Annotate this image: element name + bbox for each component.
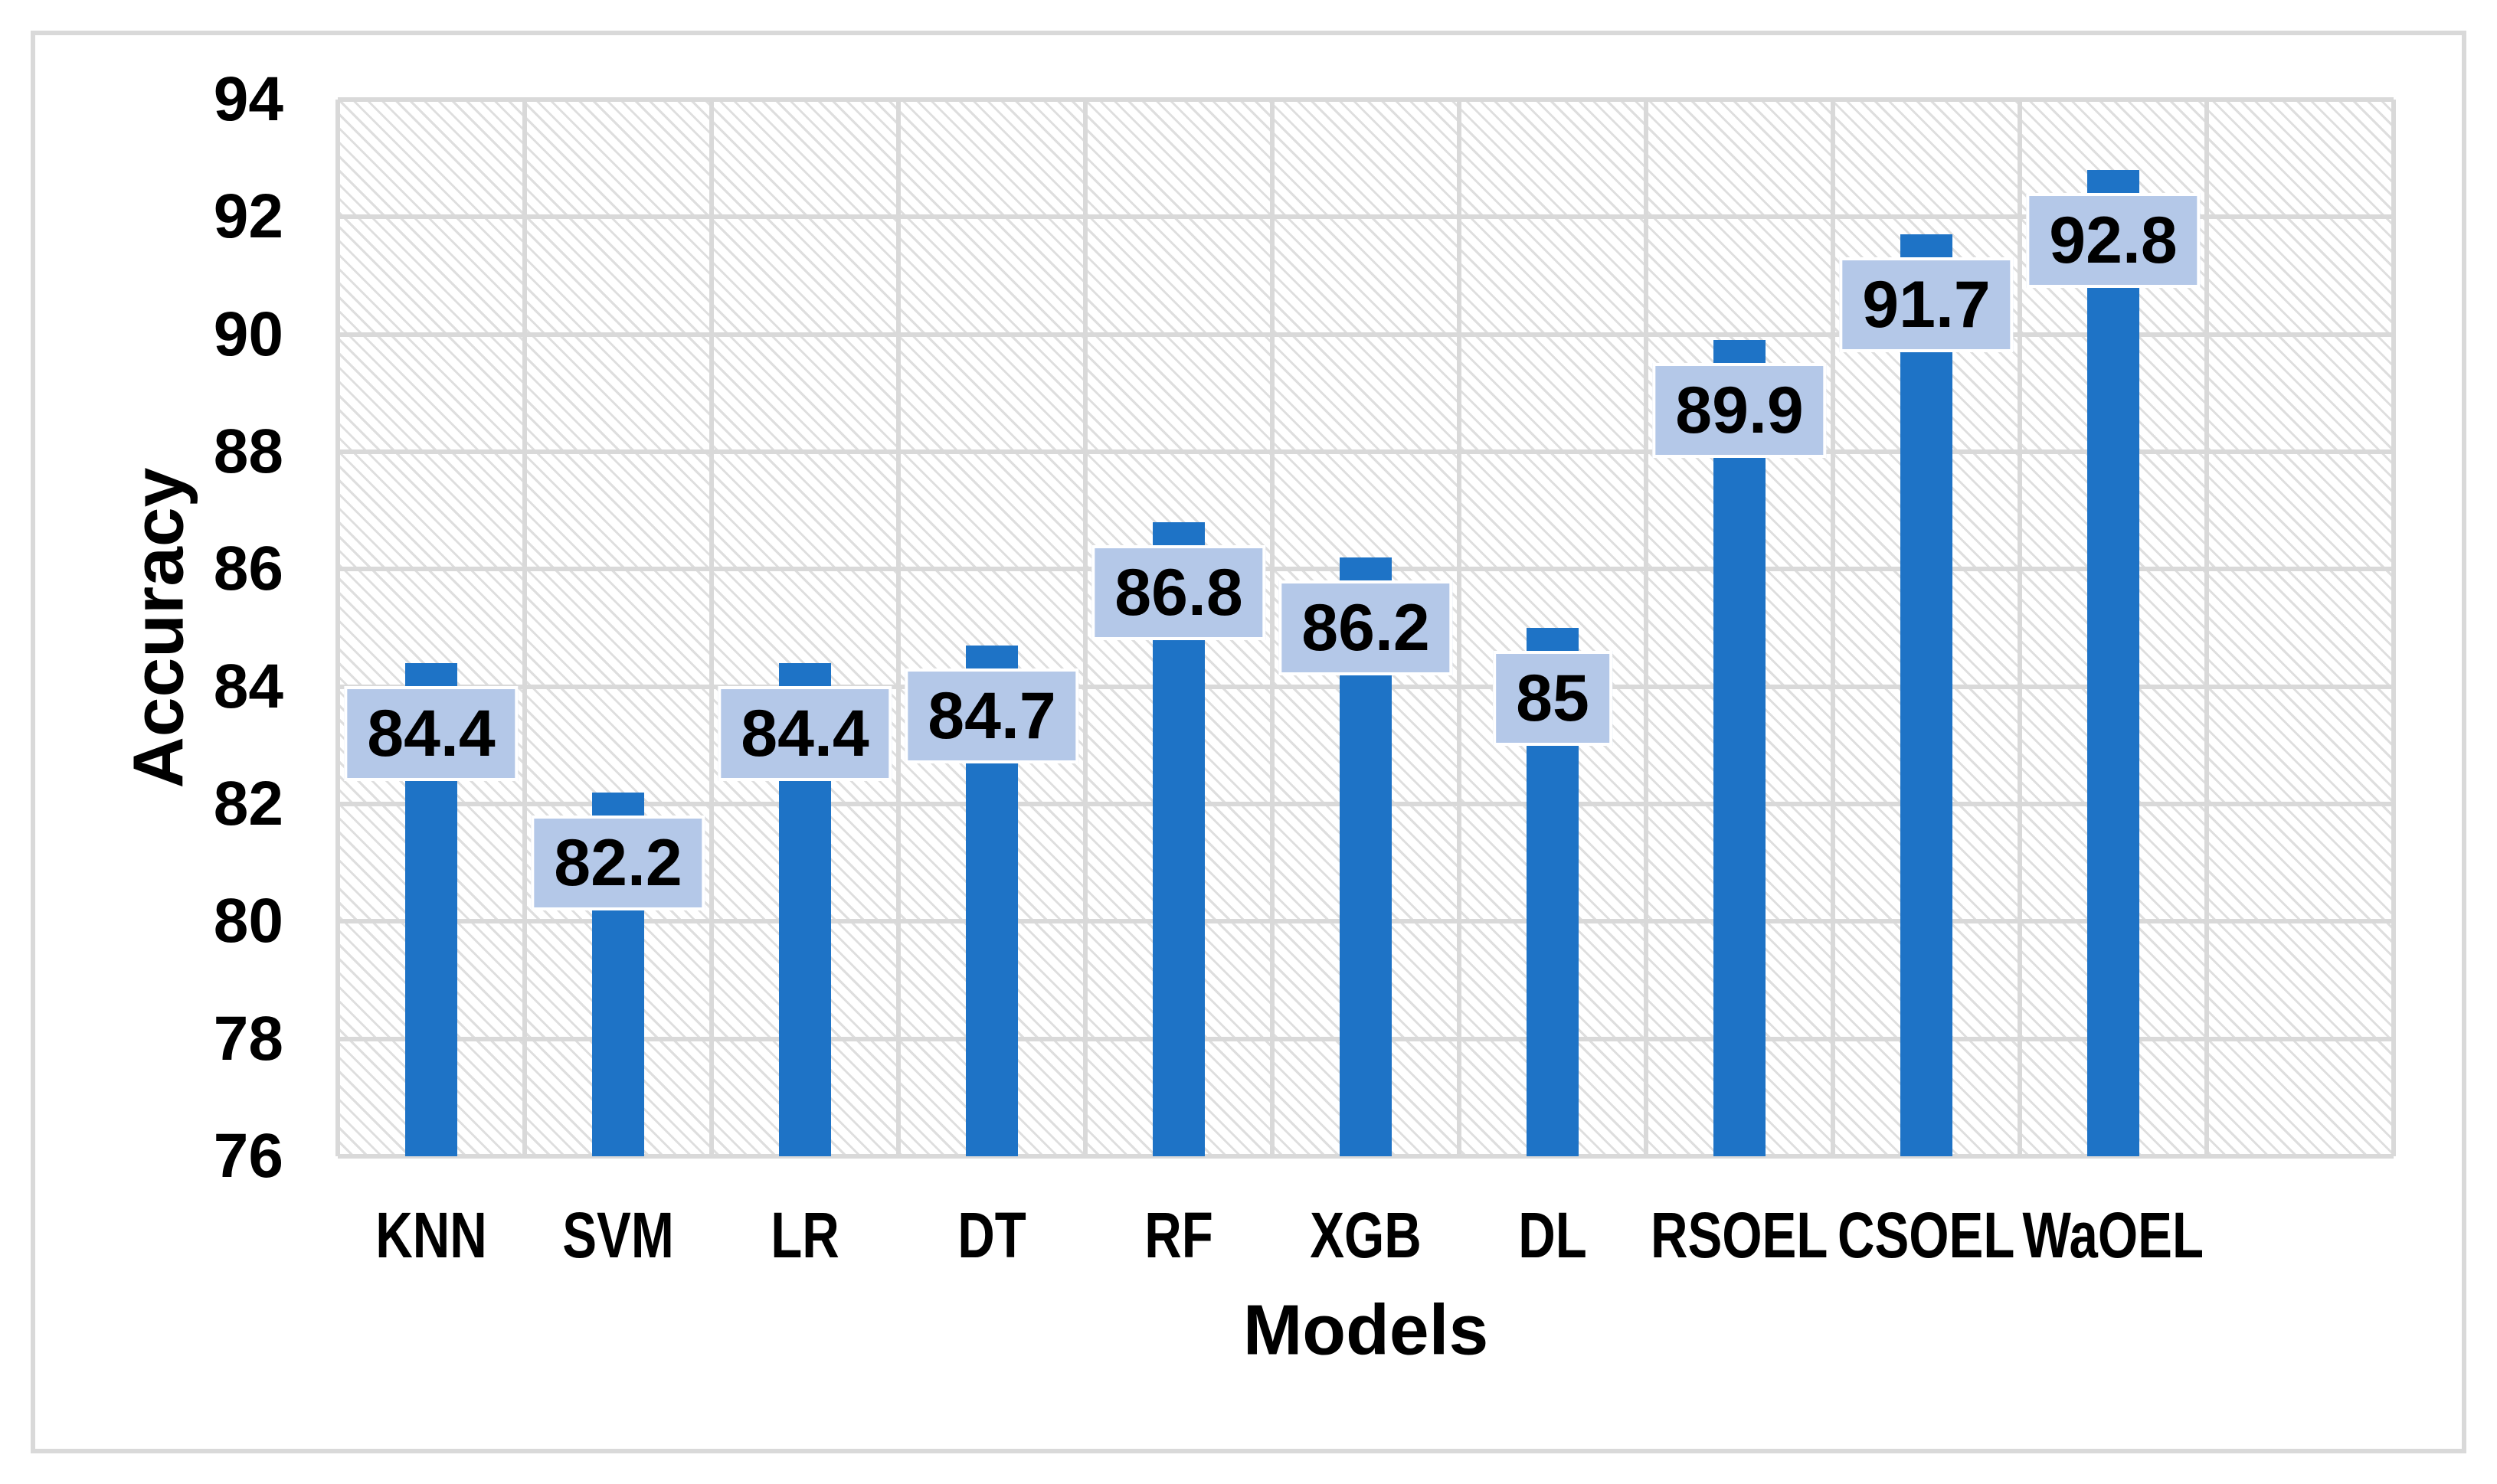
- y-tick-label: 80: [213, 886, 283, 956]
- x-category-label: XGB: [1136, 1201, 1595, 1270]
- x-category-label-text: KNN: [375, 1199, 487, 1271]
- horizontal-gridline: [338, 97, 2394, 102]
- vertical-gridline: [2204, 100, 2209, 1156]
- chart-outer-border: [31, 31, 2466, 1453]
- data-label: 91.7: [1839, 257, 2014, 353]
- horizontal-gridline: [338, 332, 2394, 337]
- horizontal-gridline: [338, 214, 2394, 220]
- vertical-gridline: [1831, 100, 1835, 1156]
- data-label: 89.9: [1652, 363, 1827, 459]
- vertical-gridline: [896, 100, 901, 1156]
- x-category-label: CSOEL: [1697, 1201, 2156, 1270]
- data-label: 82.2: [531, 815, 705, 910]
- x-category-label-text: XGB: [1310, 1199, 1422, 1271]
- x-category-label: WaOEL: [1883, 1201, 2343, 1270]
- bar: [1900, 234, 1952, 1156]
- vertical-gridline: [1083, 100, 1088, 1156]
- vertical-gridline: [335, 100, 340, 1156]
- data-label: 85: [1493, 651, 1612, 746]
- x-category-label-text: RF: [1144, 1199, 1213, 1271]
- data-label: 86.8: [1091, 545, 1266, 640]
- data-label: 86.2: [1278, 580, 1453, 675]
- x-category-label-text: CSOEL: [1838, 1199, 2015, 1271]
- x-category-label: KNN: [201, 1201, 661, 1270]
- y-tick-label: 88: [213, 417, 283, 486]
- x-category-label-text: RSOEL: [1651, 1199, 1828, 1271]
- vertical-gridline: [709, 100, 714, 1156]
- x-category-label: LR: [575, 1201, 1035, 1270]
- vertical-gridline: [1270, 100, 1275, 1156]
- data-label: 92.8: [2026, 193, 2201, 288]
- bar: [1713, 340, 1766, 1156]
- y-tick-label: 92: [213, 181, 283, 252]
- bar: [2087, 170, 2139, 1156]
- y-tick-label: 78: [213, 1003, 283, 1074]
- x-category-label: RSOEL: [1510, 1201, 1969, 1270]
- data-label: 84.7: [905, 668, 1079, 763]
- y-tick-label: 82: [213, 769, 283, 838]
- x-category-label: SVM: [388, 1201, 848, 1270]
- horizontal-gridline: [338, 449, 2394, 454]
- vertical-gridline: [1457, 100, 1461, 1156]
- x-category-label-text: WaOEL: [2022, 1199, 2204, 1271]
- y-axis-title: Accuracy: [118, 467, 198, 789]
- x-category-label: DL: [1323, 1201, 1782, 1270]
- y-tick-label: 84: [213, 651, 283, 721]
- y-tick-label: 94: [213, 64, 283, 134]
- data-label: 84.4: [344, 686, 519, 781]
- x-category-label-text: DT: [957, 1199, 1026, 1271]
- x-category-label-text: SVM: [562, 1199, 674, 1271]
- y-tick-label: 76: [213, 1121, 283, 1191]
- x-category-label: RF: [949, 1201, 1409, 1270]
- x-category-label: DT: [762, 1201, 1222, 1270]
- data-label: 84.4: [718, 686, 892, 781]
- vertical-gridline: [2391, 100, 2396, 1156]
- x-axis-title: Models: [1242, 1290, 1489, 1370]
- vertical-gridline: [2018, 100, 2022, 1156]
- horizontal-gridline: [338, 1154, 2394, 1159]
- x-category-label-text: LR: [771, 1199, 839, 1271]
- vertical-gridline: [1644, 100, 1648, 1156]
- x-category-label-text: DL: [1518, 1199, 1587, 1271]
- y-tick-label: 90: [213, 299, 283, 369]
- vertical-gridline: [522, 100, 527, 1156]
- y-tick-label: 86: [213, 534, 283, 604]
